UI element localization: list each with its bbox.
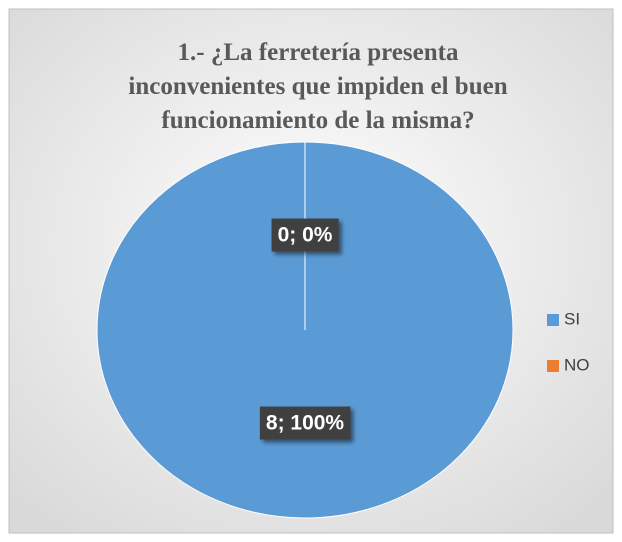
title-line: inconvenientes que impiden el buen <box>128 73 507 100</box>
data-label-box <box>271 218 339 252</box>
legend-label: SI <box>564 309 580 328</box>
data-label: 8; 100% <box>259 406 351 440</box>
data-label-text: 8; 100% <box>266 412 345 435</box>
legend-swatch <box>547 314 559 326</box>
legend-swatch <box>547 360 559 372</box>
data-label: 0; 0% <box>271 218 339 252</box>
chart-title: 1.- ¿La ferretería presenta inconveniente… <box>128 39 507 134</box>
data-label-text: 0; 0% <box>278 224 333 247</box>
title-line: funcionamiento de la misma? <box>161 107 474 134</box>
legend-label: NO <box>564 355 590 374</box>
data-label-box <box>259 406 351 440</box>
title-line: 1.- ¿La ferretería presenta <box>178 39 459 66</box>
